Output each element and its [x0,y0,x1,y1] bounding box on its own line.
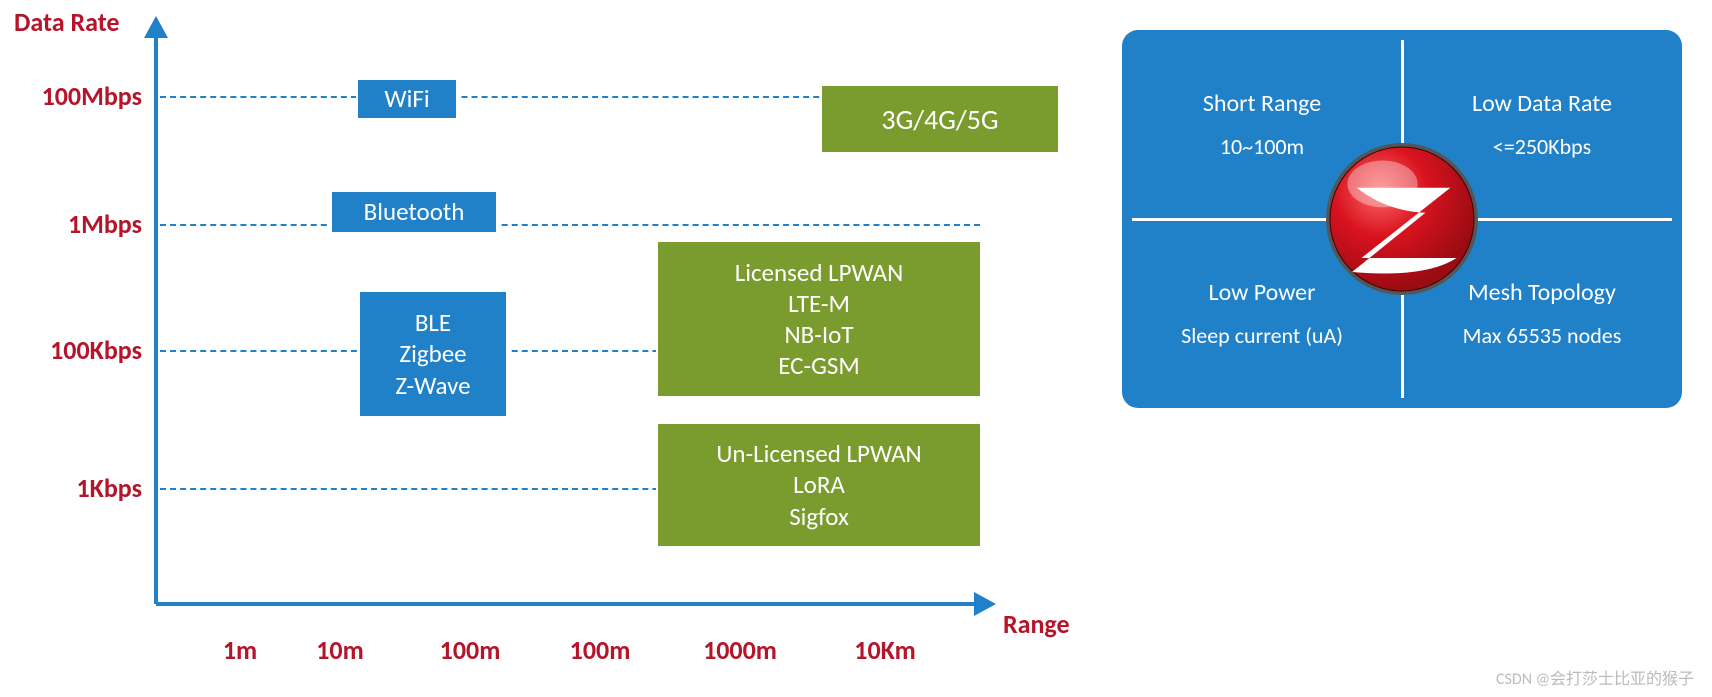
tech-box-bluetooth: Bluetooth [330,190,498,234]
x-tick-label: 100m [440,634,501,666]
quad-title: Low Power [1209,275,1316,311]
tech-box-line: BLE [415,307,451,338]
tech-box-line: LoRA [793,469,845,500]
quad-sub: Max 65535 nodes [1463,319,1622,352]
tech-box-licensed-lpwan: Licensed LPWANLTE-MNB-IoTEC-GSM [656,240,982,398]
tech-box-line: Z-Wave [395,370,470,401]
x-tick-label: 10m [316,634,364,666]
gridline [160,224,980,226]
tech-box-line: WiFi [384,83,429,114]
tech-box-cellular: 3G/4G/5G [820,84,1060,154]
range-vs-datarate-chart: Data Rate Range 100Mbps1Mbps100Kbps1Kbps… [0,0,1050,697]
tech-box-line: 3G/4G/5G [881,102,998,137]
quad-sub: 10~100m [1220,130,1304,163]
x-tick-label: 100m [570,634,631,666]
tech-box-line: LTE-M [788,288,850,319]
tech-box-line: NB-IoT [784,319,853,350]
quad-title: Low Data Rate [1472,86,1612,122]
x-tick-label: 1m [223,634,257,666]
tech-box-wifi: WiFi [356,78,458,120]
y-tick-label: 1Mbps [2,208,142,240]
quad-sub: Sleep current (uA) [1181,319,1343,352]
zigbee-logo-icon [1324,141,1480,297]
tech-box-unlicensed-lpwan: Un-Licensed LPWANLoRASigfox [656,422,982,548]
watermark-text: CSDN @会打莎士比亚的猴子 [1496,665,1694,689]
zigbee-feature-panel: Short Range 10~100m Low Data Rate <=250K… [1122,30,1682,408]
quad-title: Mesh Topology [1468,275,1616,311]
y-tick-label: 100Mbps [2,80,142,112]
tech-box-line: EC-GSM [778,350,860,381]
tech-box-line: Zigbee [399,338,466,369]
x-tick-label: 10Km [854,634,915,666]
quad-sub: <=250Kbps [1493,130,1591,163]
x-tick-label: 1000m [703,634,777,666]
tech-box-line: Bluetooth [364,196,465,227]
y-tick-label: 100Kbps [2,334,142,366]
tech-box-line: Un-Licensed LPWAN [716,438,921,469]
y-tick-label: 1Kbps [2,472,142,504]
tech-box-line: Licensed LPWAN [735,257,904,288]
tech-box-line: Sigfox [789,501,849,532]
tech-box-ble-zigbee-zwave: BLEZigbeeZ-Wave [358,290,508,418]
quad-title: Short Range [1203,86,1321,122]
